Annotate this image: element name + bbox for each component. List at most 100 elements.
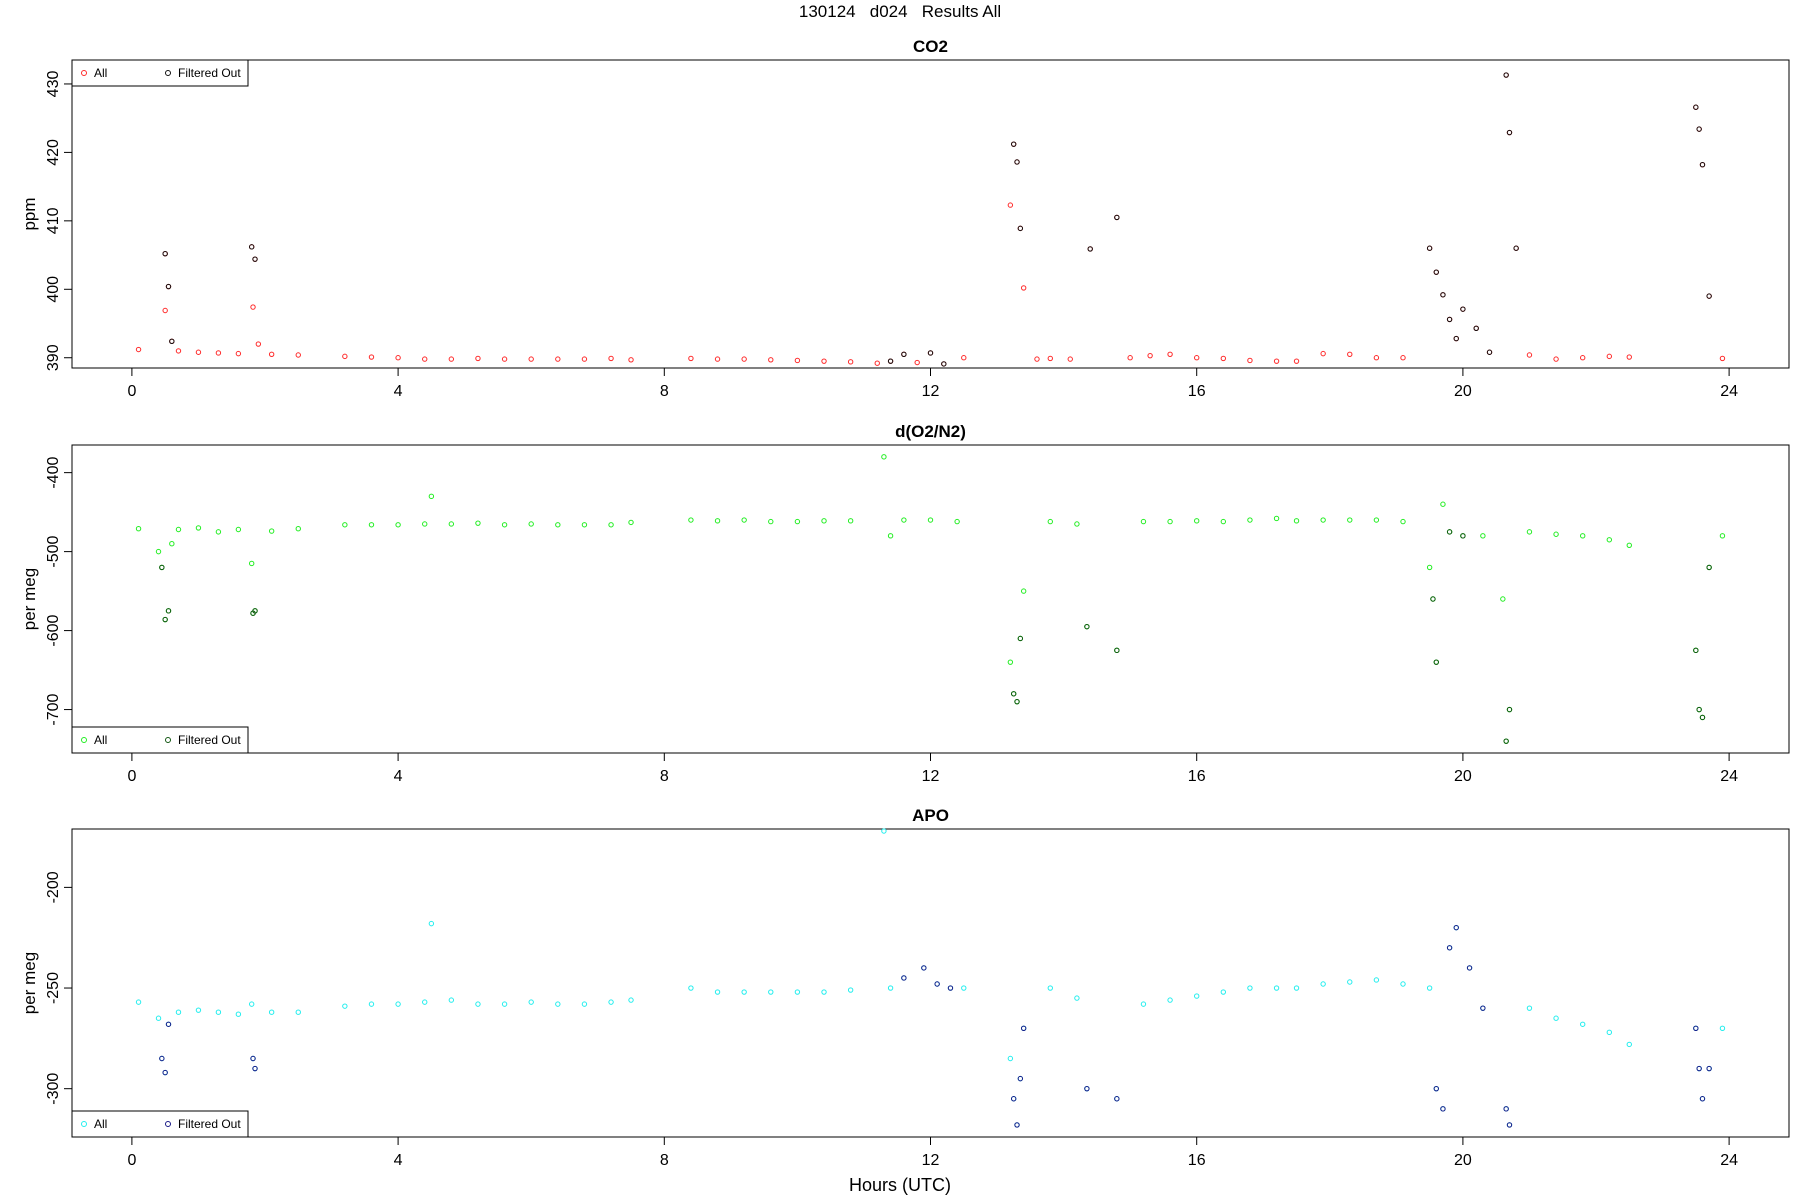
data-point <box>768 518 774 525</box>
data-point-filtered <box>1084 623 1090 630</box>
legend-box <box>71 59 249 87</box>
x-tick-label: 8 <box>660 383 669 400</box>
data-point <box>1579 533 1586 539</box>
data-point-filtered <box>1014 1122 1020 1128</box>
data-point <box>1220 355 1227 362</box>
data-point <box>1400 981 1406 987</box>
data-point <box>1606 537 1613 543</box>
legend: All Filtered Out <box>71 59 249 87</box>
y-axis-label: per meg <box>20 568 39 630</box>
data-point <box>714 356 721 362</box>
data-point <box>175 1009 182 1015</box>
data-point <box>1440 501 1446 507</box>
legend-label-filtered: Filtered Out <box>178 733 241 747</box>
data-point-filtered <box>162 616 168 623</box>
data-point <box>1373 355 1380 361</box>
plot-frame <box>71 59 1790 369</box>
series-all <box>135 454 1726 744</box>
data-point-filtered <box>1699 714 1706 721</box>
x-tick-label: 20 <box>1454 1152 1472 1169</box>
data-point <box>342 1003 348 1009</box>
data-point <box>768 989 774 995</box>
data-point <box>1273 985 1280 991</box>
y-tick-label: 410 <box>45 207 62 234</box>
data-point <box>794 518 801 525</box>
data-point <box>395 522 401 528</box>
data-point <box>914 359 920 366</box>
data-point-filtered <box>162 1069 168 1076</box>
y-tick-label: -200 <box>45 871 62 903</box>
panel-3: APO 0 4 8 12 16 20 24 -200 -250 -300 per meg All Filt… <box>20 806 1790 1169</box>
data-point-filtered <box>1440 1106 1446 1112</box>
x-tick-label: 8 <box>660 1152 669 1169</box>
data-point <box>268 528 275 534</box>
data-point <box>155 548 162 555</box>
data-point <box>794 357 801 364</box>
data-point <box>555 522 561 528</box>
x-tick-label: 8 <box>660 768 669 785</box>
data-point-filtered <box>1699 1096 1706 1102</box>
data-point <box>1047 355 1053 362</box>
data-point <box>501 356 508 362</box>
data-point-filtered <box>1706 1065 1712 1072</box>
data-point-filtered <box>1506 706 1513 713</box>
data-point-filtered <box>901 975 907 981</box>
data-point <box>1626 1041 1632 1048</box>
y-tick-label: 420 <box>45 139 62 166</box>
data-point <box>475 520 481 526</box>
data-point <box>1127 355 1133 361</box>
x-tick-label: 0 <box>127 768 136 785</box>
data-point <box>555 356 561 362</box>
x-tick-label: 20 <box>1454 768 1472 785</box>
data-point-filtered <box>901 351 907 358</box>
data-point <box>1553 1015 1559 1021</box>
data-point <box>1400 355 1406 361</box>
data-point <box>1167 351 1173 358</box>
data-point-filtered <box>1453 335 1459 342</box>
data-point-filtered <box>1433 269 1439 275</box>
data-point <box>215 1009 222 1015</box>
series-all <box>135 72 1726 367</box>
plot-frame <box>71 828 1790 1138</box>
data-point <box>295 352 301 358</box>
data-point <box>1719 355 1726 362</box>
legend-label-all: All <box>94 733 107 747</box>
data-point <box>448 356 455 362</box>
data-point <box>874 360 880 366</box>
data-point <box>1034 356 1040 362</box>
legend: All Filtered Out <box>71 726 249 754</box>
x-tick-label: 12 <box>922 383 940 400</box>
data-point <box>1007 659 1014 665</box>
data-point-filtered <box>1513 245 1519 251</box>
data-point-filtered <box>1506 1122 1513 1128</box>
data-point <box>1194 355 1200 361</box>
data-point <box>528 356 534 362</box>
data-point <box>1220 518 1227 525</box>
y-tick-label: 430 <box>45 71 62 98</box>
data-point <box>1273 358 1280 364</box>
data-point-filtered <box>165 1021 172 1027</box>
data-point <box>1606 1029 1613 1036</box>
data-point <box>1347 517 1353 523</box>
data-point <box>1194 518 1200 524</box>
data-point <box>395 1001 401 1007</box>
data-point <box>714 518 721 524</box>
data-point <box>528 521 534 527</box>
data-point <box>608 999 614 1005</box>
data-point <box>1074 995 1080 1001</box>
data-point-filtered <box>169 338 175 345</box>
data-point <box>428 920 435 927</box>
data-point <box>528 999 534 1005</box>
x-tick-label: 24 <box>1720 383 1738 400</box>
data-point <box>628 357 634 363</box>
data-point <box>741 989 747 995</box>
data-point <box>235 1011 242 1017</box>
data-point <box>422 521 428 527</box>
data-point <box>235 526 242 533</box>
x-tick-label: 20 <box>1454 383 1472 400</box>
y-tick-label: 390 <box>45 344 62 371</box>
y-axis-label: ppm <box>20 197 39 230</box>
data-point-filtered <box>1503 738 1509 744</box>
data-point <box>135 346 142 353</box>
